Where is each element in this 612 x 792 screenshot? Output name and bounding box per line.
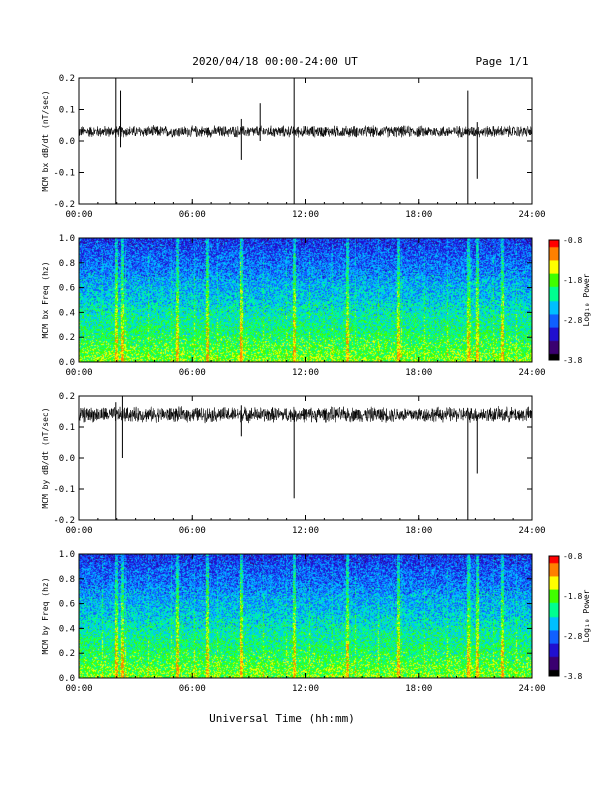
y-axis-label: MCM by dB/dt (nT/sec) (41, 407, 50, 508)
x-tick-label: 18:00 (405, 526, 432, 536)
x-axis-label: Universal Time (hh:mm) (209, 712, 355, 725)
y-tick-label: 0.8 (59, 259, 75, 269)
x-tick-label: 00:00 (65, 210, 92, 220)
header-title: 2020/04/18 00:00-24:00 UT (192, 55, 358, 68)
y-tick-label: 1.0 (59, 550, 75, 560)
y-tick-label: 0.4 (59, 308, 75, 318)
y-tick-label: 0.1 (59, 423, 75, 433)
x-tick-label: 12:00 (292, 368, 319, 378)
colorbar-tick-label: -3.8 (563, 356, 582, 365)
x-tick-label: 06:00 (179, 210, 206, 220)
y-tick-label: 0.6 (59, 600, 75, 610)
y-tick-label: 0.2 (59, 333, 75, 343)
y-tick-label: 0.0 (59, 674, 75, 684)
x-tick-label: 24:00 (518, 368, 545, 378)
colorbar-frame (548, 555, 560, 677)
colorbar-gradient (549, 240, 559, 360)
colorbar-tick-label: -0.8 (563, 236, 582, 245)
y-tick-label: 0.2 (59, 74, 75, 84)
y-tick-label: 0.0 (59, 454, 75, 464)
panels: 00:00 06:00 12:00 18:00 24:00 0.2 0.1 0.0 -0.1 -0… (41, 74, 591, 694)
x-tick-label: 06:00 (179, 684, 206, 694)
y-tick-label: 0.4 (59, 624, 75, 634)
y-tick-label: -0.1 (53, 169, 75, 179)
x-tick-label: 06:00 (179, 368, 206, 378)
y-tick-label: 0.0 (59, 137, 75, 147)
colorbar-4: -0.8 -1.8 -2.8 -3.8 Log₁₀ Power (548, 552, 591, 681)
x-tick-label: 18:00 (405, 210, 432, 220)
x-tick-label: 24:00 (518, 684, 545, 694)
panel-4: -0.8 -1.8 -2.8 -3.8 Log₁₀ Power 00:00 06:00 12:… (41, 550, 591, 694)
colorbar-tick-label: -1.8 (563, 276, 582, 285)
y-tick-label: 1.0 (59, 234, 75, 244)
x-tick-label: 06:00 (179, 526, 206, 536)
colorbar-label: Log₁₀ Power (582, 273, 591, 326)
x-tick-label: 00:00 (65, 368, 92, 378)
plot-background (79, 78, 532, 204)
series-line (78, 405, 533, 424)
x-tick-label: 24:00 (518, 526, 545, 536)
panel-3: 00:00 06:00 12:00 18:00 24:00 0.2 0.1 0.0 -0.1 -0… (41, 392, 546, 536)
y-axis-label: MCM bx Freq (hz) (41, 261, 50, 338)
y-axis-label: MCM by Freq (hz) (41, 577, 50, 654)
colorbar-2: -0.8 -1.8 -2.8 -3.8 Log₁₀ Power (548, 236, 591, 365)
series-line (78, 124, 533, 139)
x-tick-label: 12:00 (292, 684, 319, 694)
y-tick-label: 0.2 (59, 649, 75, 659)
x-tick-label: 24:00 (518, 210, 545, 220)
x-tick-label: 18:00 (405, 368, 432, 378)
colorbar-label: Log₁₀ Power (582, 589, 591, 642)
colorbar-tick-label: -0.8 (563, 552, 582, 561)
y-tick-label: -0.2 (53, 200, 75, 210)
x-tick-label: 00:00 (65, 526, 92, 536)
x-tick-label: 12:00 (292, 210, 319, 220)
y-tick-label: -0.2 (53, 516, 75, 526)
colorbar-tick-label: -1.8 (563, 592, 582, 601)
x-tick-label: 18:00 (405, 684, 432, 694)
y-tick-label: 0.8 (59, 575, 75, 585)
colorbar-frame (548, 239, 560, 361)
spectrogram-2 (79, 238, 532, 362)
colorbar-tick-label: -3.8 (563, 672, 582, 681)
y-axis-label: MCM bx dB/dt (nT/sec) (41, 90, 50, 191)
page-indicator: Page 1/1 (476, 55, 529, 68)
x-tick-label: 00:00 (65, 684, 92, 694)
spectrogram-4 (79, 554, 532, 678)
y-tick-label: 0.6 (59, 284, 75, 294)
y-tick-label: 0.1 (59, 106, 75, 116)
panel-1: 00:00 06:00 12:00 18:00 24:00 0.2 0.1 0.0 -0.1 -0… (41, 74, 546, 220)
y-tick-label: 0.2 (59, 392, 75, 402)
panel-2: -0.8 -1.8 -2.8 -3.8 Log₁₀ Power 00:00 06:00 12:… (41, 234, 591, 378)
colorbar-tick-label: -2.8 (563, 316, 582, 325)
colorbar-gradient (549, 556, 559, 676)
y-tick-label: -0.1 (53, 485, 75, 495)
x-tick-label: 12:00 (292, 526, 319, 536)
colorbar-tick-label: -2.8 (563, 632, 582, 641)
y-tick-label: 0.0 (59, 358, 75, 368)
